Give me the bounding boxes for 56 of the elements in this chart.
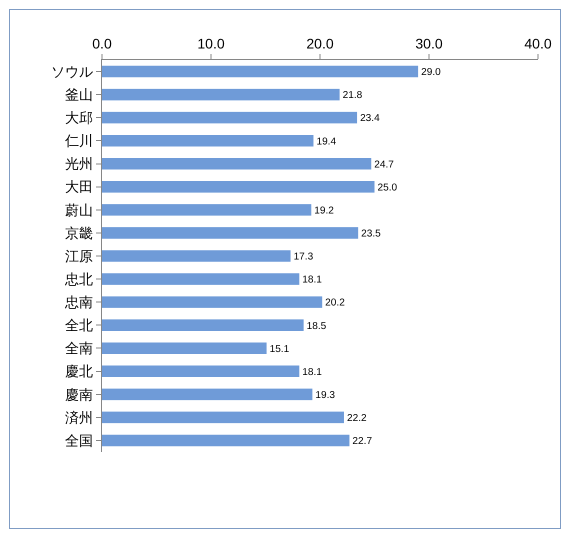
y-tick-label: 全国 [65,433,94,450]
y-tick-label: ソウル [51,64,94,80]
data-label: 19.4 [316,136,336,148]
x-tick-label: 0.0 [92,35,112,52]
data-label: 23.5 [361,228,382,240]
data-label: 19.3 [315,390,336,401]
y-tick-label: 釜山 [65,87,94,104]
bar [102,181,374,193]
x-tick-label: 40.0 [524,35,552,52]
data-label: 24.7 [374,159,394,170]
data-label: 22.2 [346,413,367,424]
data-label: 18.1 [302,274,322,286]
bar [102,319,304,331]
data-label: 29.0 [421,67,442,78]
y-tick-label: 全南 [65,341,94,358]
data-label: 23.4 [360,113,380,124]
bar [102,158,372,170]
y-tick-label: 済州 [65,410,94,426]
y-tick-label: 大邱 [65,110,94,127]
x-tick-label: 20.0 [306,35,334,52]
bar [102,88,340,100]
bar [102,388,312,400]
bar [102,66,418,78]
data-label: 21.8 [342,90,363,102]
bar [102,273,300,285]
bar [102,227,358,239]
data-label: 20.2 [325,298,346,309]
data-label: 22.7 [352,436,372,448]
y-tick-label: 慶南 [65,387,94,404]
x-tick-label: 10.0 [197,35,225,52]
bar [102,412,344,424]
bar [102,134,314,146]
y-tick-label: 江原 [65,248,94,265]
y-tick-label: 大田 [65,180,94,196]
y-tick-label: 全北 [65,318,94,334]
data-label: 18.1 [302,366,322,378]
data-label: 18.5 [306,320,327,332]
y-tick-label: 慶北 [65,364,94,380]
bar [102,296,322,308]
data-label: 15.1 [270,344,290,355]
bar [102,250,291,262]
data-label: 25.0 [378,182,398,194]
bar [102,366,300,378]
bar [102,434,350,446]
bar [102,204,312,216]
data-label: 17.3 [294,252,314,263]
bar [102,342,267,354]
y-tick-label: 光州 [65,156,94,173]
y-tick-label: 仁川 [64,134,94,150]
data-label: 19.2 [314,205,334,216]
y-tick-label: 忠南 [64,295,94,312]
x-tick-label: 30.0 [415,35,443,52]
y-tick-label: 蔚山 [65,202,94,219]
bar [102,112,358,124]
y-tick-label: 忠北 [64,272,94,288]
y-tick-label: 京畿 [65,226,94,242]
